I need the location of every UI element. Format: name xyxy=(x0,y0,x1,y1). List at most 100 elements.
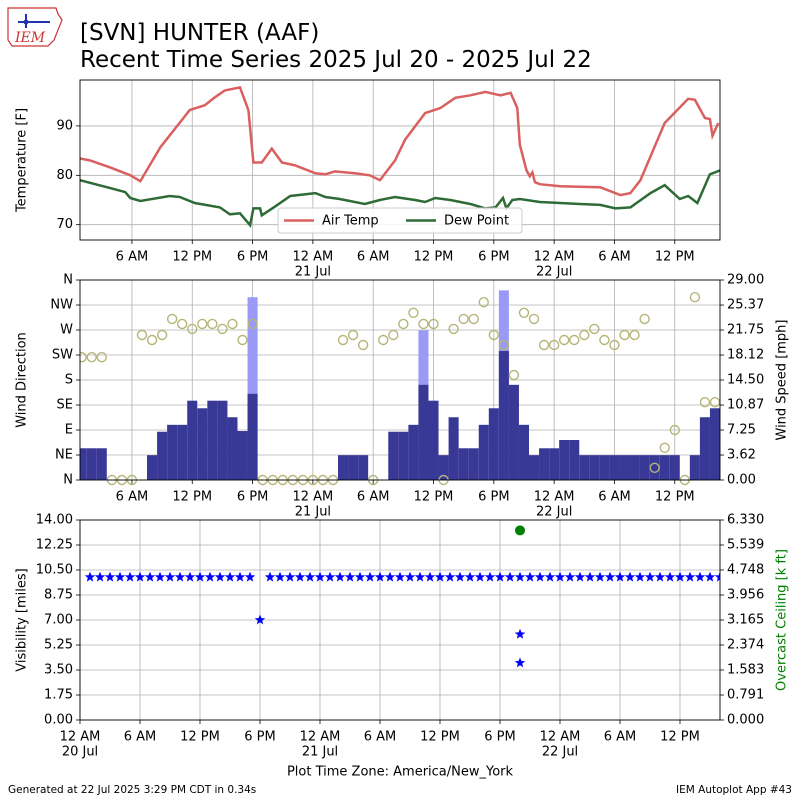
bar xyxy=(518,424,530,480)
x-tick-label: 6 AM xyxy=(357,250,390,265)
point xyxy=(514,657,526,668)
bar xyxy=(348,455,359,480)
point xyxy=(86,352,97,363)
point xyxy=(689,292,701,303)
y-tick-label: 10.50 xyxy=(36,563,73,578)
point xyxy=(124,571,136,582)
point xyxy=(176,318,188,330)
x-tick-label: 12 AM xyxy=(534,490,575,505)
y-tick-label: SE xyxy=(57,398,73,413)
y-axis-label: Visibility [miles] xyxy=(15,568,30,671)
bar xyxy=(177,424,188,480)
point xyxy=(664,571,676,582)
point xyxy=(418,318,429,330)
x-tick-label: 12 AM xyxy=(60,730,101,745)
point xyxy=(599,334,610,346)
frame xyxy=(79,519,721,721)
point xyxy=(639,313,650,325)
bar xyxy=(147,455,158,480)
point xyxy=(294,571,306,582)
x-tick-label: 6 AM xyxy=(357,490,390,505)
bar xyxy=(237,431,248,480)
x-tick-label: 6 PM xyxy=(237,250,268,265)
point xyxy=(514,571,526,582)
bar xyxy=(539,448,550,480)
point xyxy=(558,334,570,346)
x-tick-label: 6 AM xyxy=(116,490,149,505)
point xyxy=(574,571,586,582)
y2-tick-label: 5.539 xyxy=(727,537,764,552)
bar xyxy=(197,408,208,480)
point xyxy=(224,571,236,582)
point xyxy=(644,571,656,582)
y-tick-label: 80 xyxy=(56,168,73,183)
point xyxy=(548,339,560,351)
point xyxy=(488,329,500,341)
point xyxy=(247,318,258,330)
line xyxy=(80,169,720,228)
bar xyxy=(80,448,87,480)
bar xyxy=(247,297,258,480)
x-tick-label: 6 AM xyxy=(604,730,637,745)
y2-tick-label: 3.62 xyxy=(727,448,756,463)
point xyxy=(454,571,466,582)
bar xyxy=(699,417,710,480)
point xyxy=(474,571,486,582)
point xyxy=(184,571,196,582)
point xyxy=(569,334,580,346)
point xyxy=(194,571,206,582)
point xyxy=(699,397,711,408)
point xyxy=(84,571,96,582)
point xyxy=(579,329,590,341)
footer-right: IEM Autoplot App #43 xyxy=(676,784,792,796)
logo: IEM xyxy=(7,7,63,47)
point xyxy=(388,329,399,341)
y2-tick-label: 18.12 xyxy=(727,348,764,363)
point xyxy=(634,571,646,582)
bar xyxy=(549,448,560,480)
logo-dot xyxy=(23,19,29,25)
x-tick-label: 12 PM xyxy=(414,250,454,265)
point xyxy=(564,571,576,582)
bar xyxy=(398,431,409,480)
logo-text: IEM xyxy=(14,30,46,46)
point xyxy=(518,307,530,318)
x-tick-label: 12 PM xyxy=(655,490,695,505)
point xyxy=(659,442,670,453)
bar xyxy=(498,351,509,480)
point xyxy=(458,313,469,325)
frame xyxy=(79,79,721,241)
y-tick-label: 3.50 xyxy=(44,663,73,678)
point xyxy=(144,571,156,582)
point xyxy=(284,571,296,582)
x-tick-label: 6 PM xyxy=(478,490,509,505)
plot-area xyxy=(80,290,720,486)
x-tick-sublabel: 20 Jul xyxy=(62,745,98,760)
point xyxy=(344,571,356,582)
point xyxy=(324,571,336,582)
bar xyxy=(488,408,499,480)
x-tick-sublabel: 21 Jul xyxy=(295,505,331,520)
point xyxy=(498,339,510,351)
bar xyxy=(629,455,640,480)
footer-left: Generated at 22 Jul 2025 3:29 PM CDT in … xyxy=(8,784,256,796)
y2-axis-label: Wind Speed [mph] xyxy=(775,320,790,441)
y-tick-label: S xyxy=(65,373,73,388)
bar xyxy=(468,448,479,480)
bar xyxy=(529,455,540,480)
y2-tick-label: 0.000 xyxy=(727,713,764,728)
x-tick-label: 12 PM xyxy=(655,250,695,265)
bar xyxy=(157,431,168,480)
bar xyxy=(639,455,650,480)
legend-label: Dew Point xyxy=(444,214,509,229)
bar xyxy=(96,448,107,480)
point xyxy=(244,571,256,582)
y-tick-label: 90 xyxy=(56,118,73,133)
y-tick-label: W xyxy=(60,323,73,338)
point xyxy=(334,571,346,582)
point xyxy=(204,571,216,582)
point xyxy=(104,571,116,582)
x-tick-label: 12 AM xyxy=(540,730,581,745)
bar xyxy=(589,455,600,480)
